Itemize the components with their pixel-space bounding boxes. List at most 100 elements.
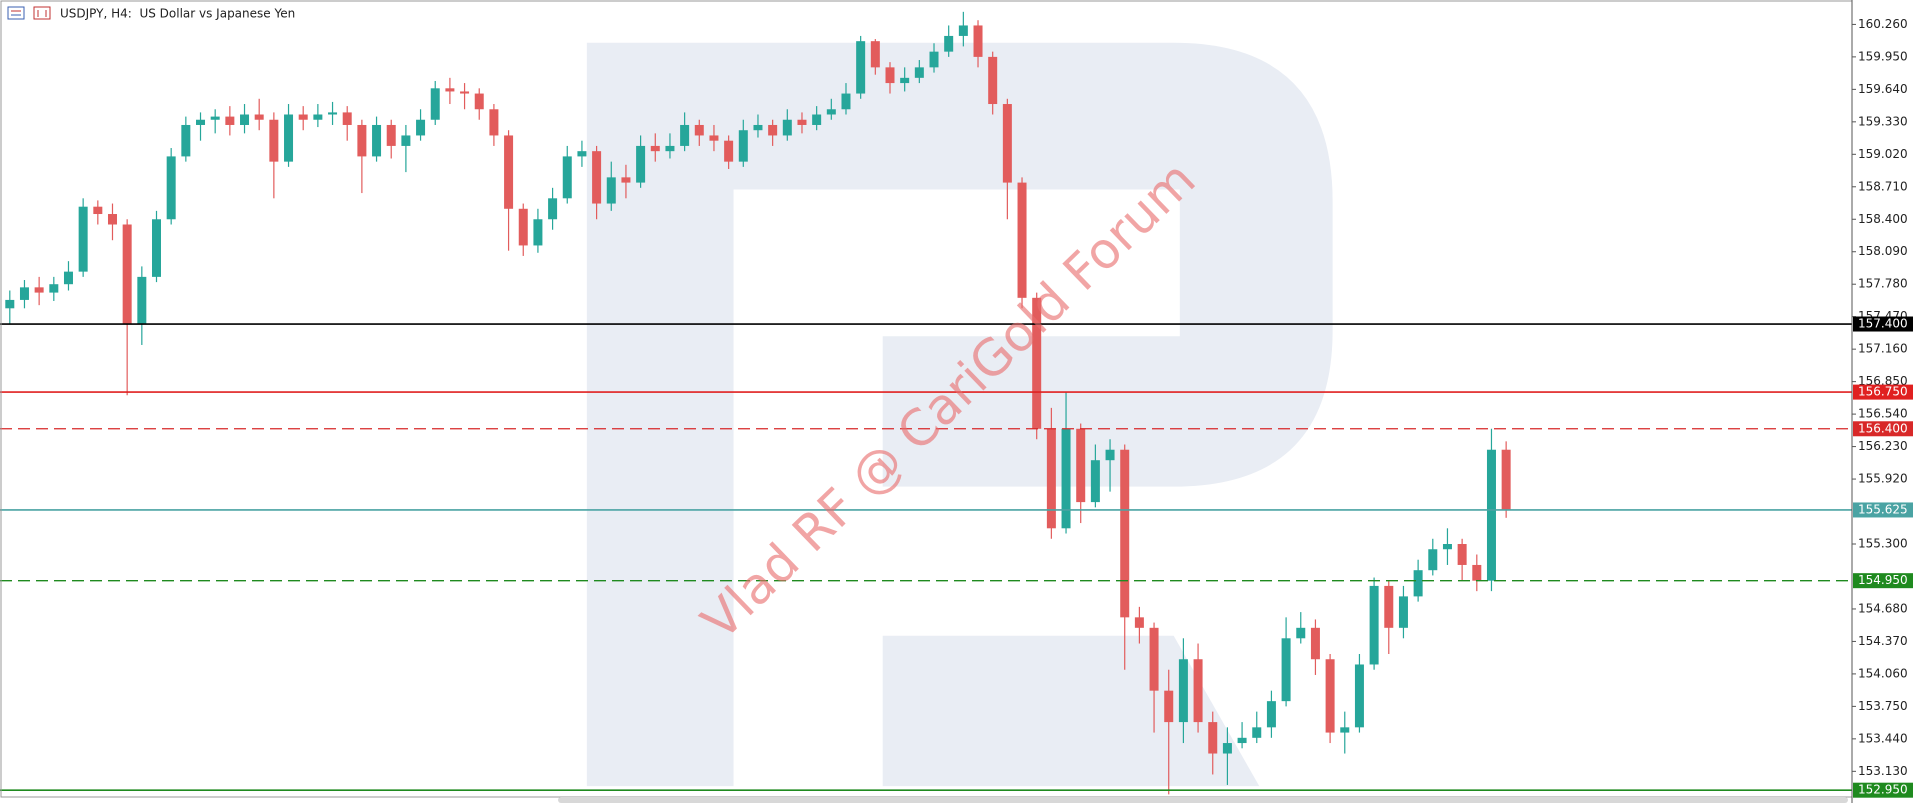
candle-body — [650, 145, 660, 152]
candle-body — [474, 93, 484, 110]
candle-body — [386, 124, 396, 146]
candle-body — [856, 41, 866, 94]
candle-body — [1193, 659, 1203, 723]
candle-body — [284, 114, 294, 162]
candle-body — [107, 214, 117, 225]
candle-body — [504, 135, 514, 209]
y-tick-label: 158.400 — [1858, 212, 1908, 226]
candle-body — [1266, 701, 1276, 728]
level-label: 154.950 — [1858, 573, 1908, 587]
candle-body — [709, 135, 719, 141]
level-label: 157.400 — [1858, 317, 1908, 331]
candle-body — [665, 145, 675, 152]
candle-body — [460, 91, 470, 94]
candle-body — [63, 271, 73, 285]
candle-body — [1149, 627, 1159, 691]
candle-body — [592, 151, 602, 204]
level-label-box — [1853, 316, 1913, 332]
logo-leg — [882, 635, 1260, 787]
level-label-box — [1853, 573, 1913, 589]
candle-body — [1252, 727, 1262, 738]
candle-body — [1296, 627, 1306, 639]
candle-body — [826, 109, 836, 115]
y-tick-label: 160.260 — [1858, 17, 1908, 31]
candle-body — [1486, 449, 1496, 581]
candle-body — [19, 287, 29, 300]
candle-body — [1061, 428, 1071, 529]
candle-body — [885, 67, 895, 84]
candle-body — [1208, 722, 1218, 754]
candle-body — [841, 93, 851, 110]
candle-body — [152, 219, 161, 277]
candle-body — [313, 114, 323, 120]
candle-body — [797, 119, 807, 125]
candle-body — [1325, 659, 1335, 733]
y-tick-label: 158.710 — [1858, 179, 1908, 193]
candle-body — [738, 130, 748, 162]
candle-body — [1501, 449, 1511, 510]
y-tick-label: 153.130 — [1858, 764, 1908, 778]
y-tick-label: 156.230 — [1858, 439, 1908, 453]
candle-body — [445, 88, 455, 92]
candle-body — [973, 25, 983, 57]
candle-body — [1413, 570, 1423, 597]
candle-body — [577, 151, 587, 157]
candle-body — [694, 124, 704, 136]
y-tick-label: 157.780 — [1858, 277, 1908, 291]
candle-body — [929, 51, 939, 68]
level-label: 156.400 — [1858, 421, 1908, 435]
candle-body — [5, 299, 15, 309]
y-tick-label: 158.090 — [1858, 244, 1908, 258]
candle-body — [518, 208, 528, 246]
candle-body — [944, 35, 954, 52]
candle-body — [416, 119, 426, 136]
candle-body — [240, 114, 250, 125]
candle-body — [1442, 544, 1452, 550]
candle-body — [1002, 104, 1012, 183]
y-tick-label: 159.020 — [1858, 147, 1908, 161]
level-label-box — [1853, 782, 1913, 798]
candle-body — [93, 206, 103, 215]
y-tick-label: 154.370 — [1858, 634, 1908, 648]
candle-body — [1237, 737, 1247, 744]
candle-body — [1178, 659, 1188, 723]
candle-body — [489, 109, 499, 136]
candle-body — [1384, 585, 1394, 628]
level-label-box — [1853, 384, 1913, 400]
logo-body — [586, 42, 1333, 787]
scrollbar — [558, 797, 1848, 803]
candle-body — [1222, 743, 1232, 754]
candle-body — [1457, 544, 1467, 565]
candle-body — [1310, 627, 1320, 660]
candle-body — [166, 156, 176, 220]
level-label-box — [1853, 421, 1913, 437]
candle-body — [1032, 297, 1042, 429]
candle-body — [1398, 596, 1408, 628]
candle-body — [137, 276, 147, 325]
candle-body — [636, 145, 646, 183]
y-tick-label: 155.920 — [1858, 472, 1908, 486]
candle-body — [269, 119, 279, 162]
candle-body — [1164, 690, 1174, 723]
candle-body — [342, 112, 352, 125]
y-tick-label: 155.300 — [1858, 537, 1908, 551]
candle-body — [430, 88, 440, 120]
candle-body — [1076, 428, 1086, 503]
y-tick-label: 153.440 — [1858, 731, 1908, 745]
y-tick-label: 157.160 — [1858, 342, 1908, 356]
candle-body — [1281, 638, 1291, 702]
candle-body — [724, 140, 734, 162]
y-tick-label: 159.330 — [1858, 114, 1908, 128]
candle-body — [1090, 460, 1100, 503]
candle-body — [78, 206, 88, 272]
candle-body — [372, 124, 382, 157]
logo — [586, 42, 1333, 787]
candle-body — [1120, 449, 1130, 618]
candle-body — [782, 119, 792, 136]
candle-body — [1340, 727, 1350, 733]
candle-body — [1017, 182, 1027, 298]
y-tick-label: 159.640 — [1858, 82, 1908, 96]
candle-body — [900, 77, 910, 84]
candle-body — [225, 116, 235, 125]
price-axis: 160.260 159.950 159.640 159.330 159.020 158.7… — [1852, 17, 1913, 798]
